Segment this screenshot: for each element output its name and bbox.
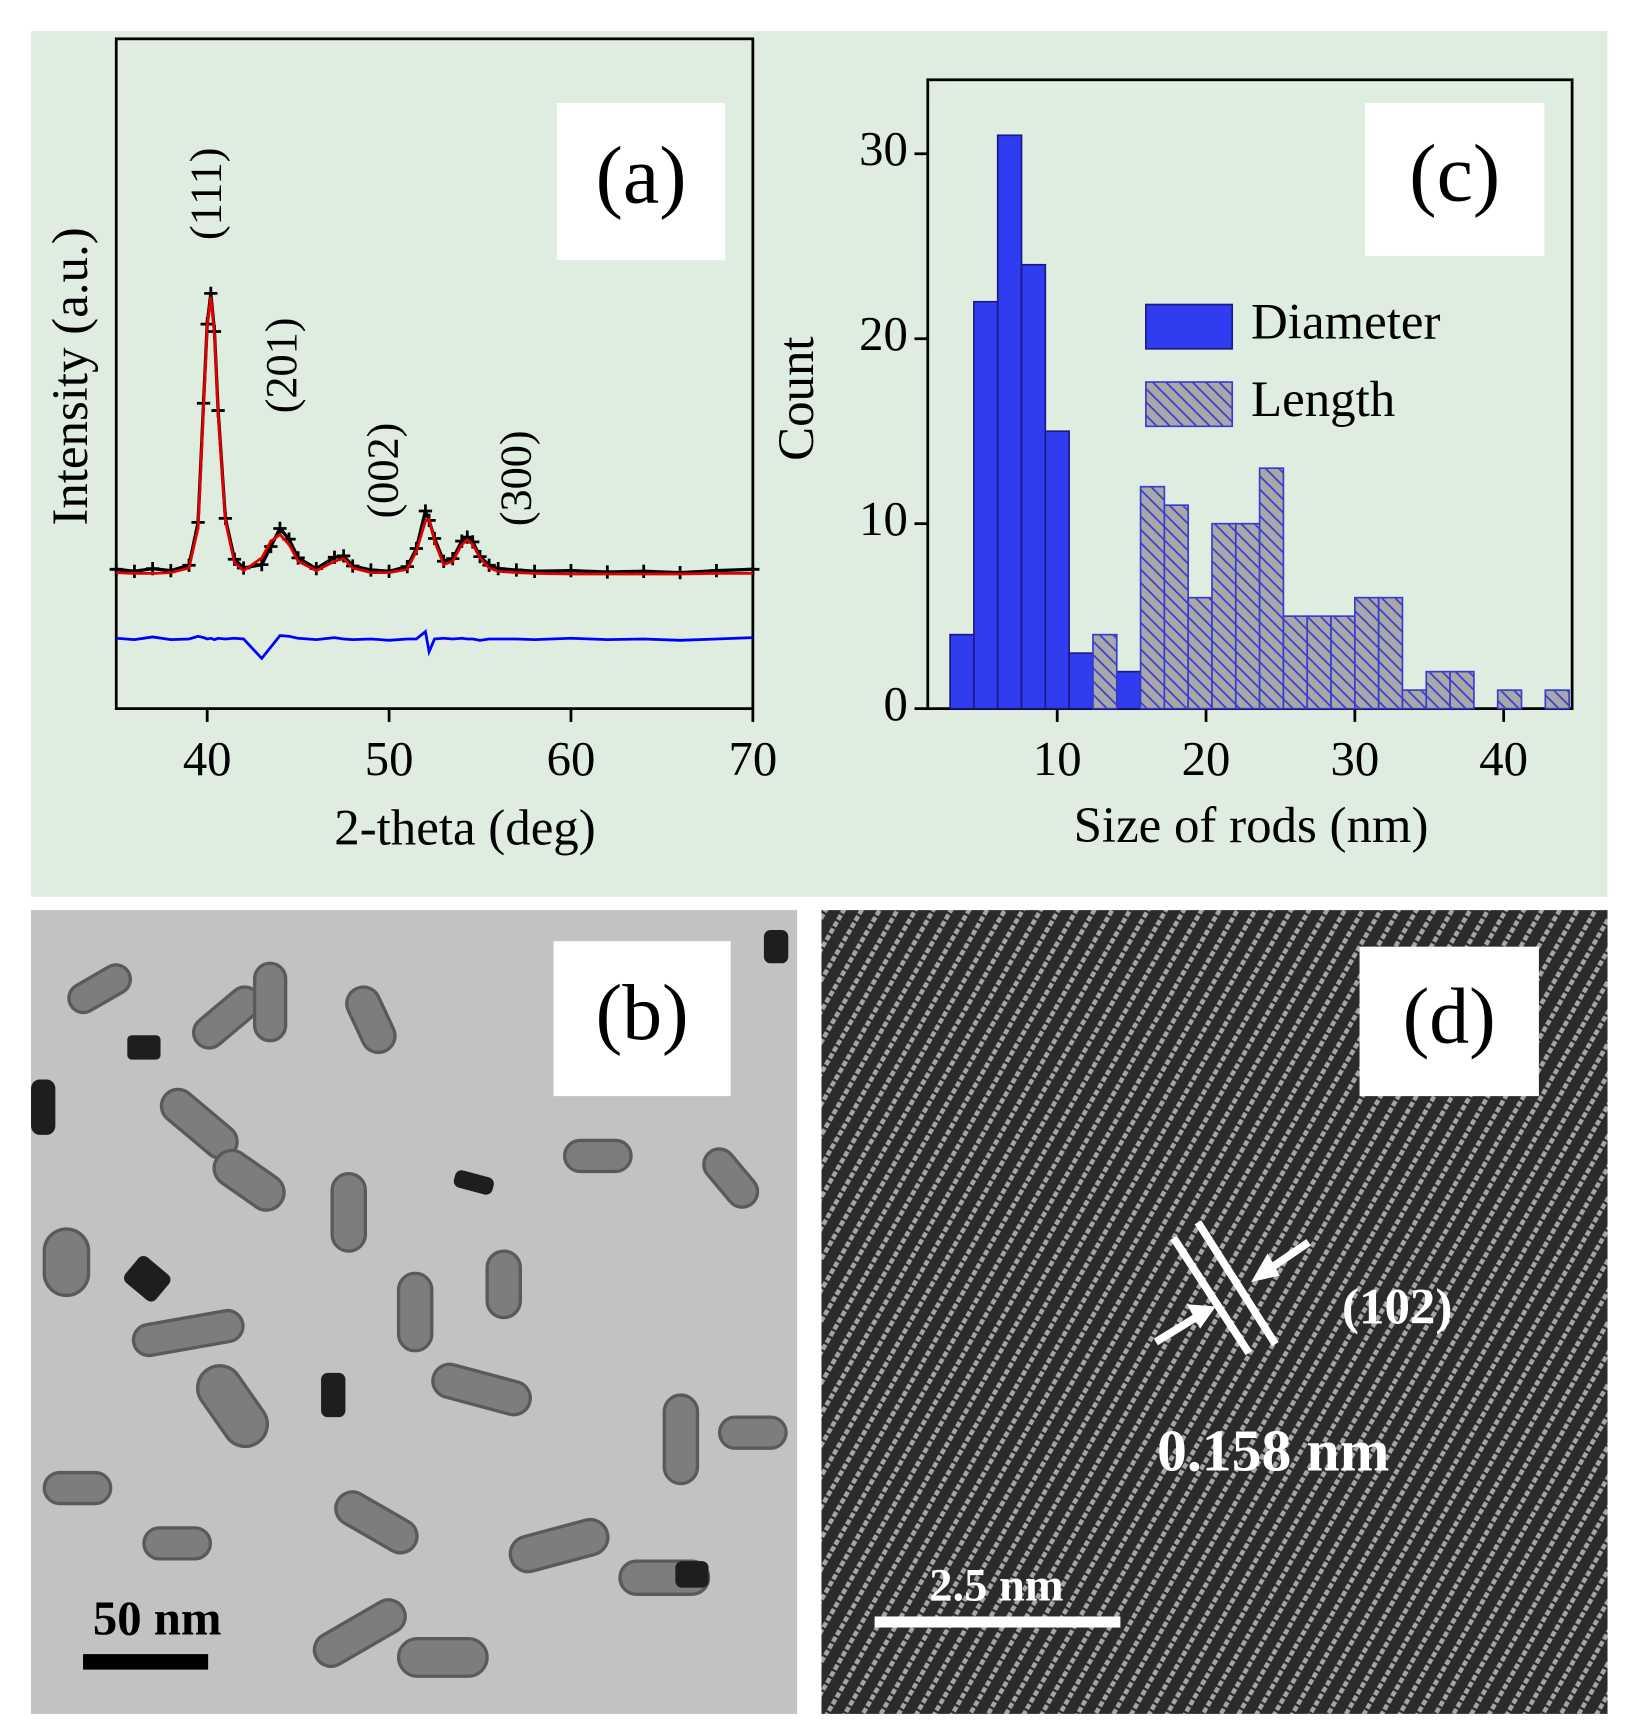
peak-label: (002) (359, 423, 408, 519)
y-tick-label: 0 (883, 677, 907, 731)
x-tick-label: 30 (1330, 732, 1379, 786)
data-point (527, 564, 542, 578)
legend-label: Length (1251, 372, 1395, 428)
x-axis-title: 2-theta (deg) (334, 800, 595, 856)
histogram-bar (1211, 522, 1237, 710)
histogram-bar (1115, 670, 1142, 710)
peak-label: (300) (492, 430, 541, 526)
legend-label: Diameter (1251, 294, 1440, 350)
histogram-bar (1068, 652, 1094, 710)
plane-label: (102) (1342, 1280, 1452, 1336)
y-tick-label: 30 (859, 122, 908, 176)
plot-frame (114, 37, 755, 711)
data-line (116, 629, 753, 661)
y-tick-label: 20 (859, 307, 908, 361)
spacing-label: 0.158 nm (1157, 1418, 1389, 1484)
histogram-bar (996, 134, 1023, 710)
histogram-bar (1306, 615, 1332, 710)
histogram-bar (973, 300, 999, 710)
top-panel-bg (30, 31, 1608, 897)
histogram-bar (1544, 689, 1570, 710)
panel-label: (b) (596, 969, 689, 1057)
y-axis-title: Count (769, 336, 825, 460)
data-point (600, 565, 614, 579)
histogram-bar (1425, 670, 1451, 710)
histogram-bar (1354, 596, 1380, 710)
data-point (346, 559, 360, 573)
histogram-bar (949, 633, 975, 710)
x-tick-label: 20 (1182, 732, 1231, 786)
tem-image (30, 910, 798, 1714)
legend-swatch (1145, 381, 1234, 428)
panel-label: (a) (596, 130, 687, 221)
x-tick-label: 50 (365, 732, 414, 786)
histogram-bar (1496, 689, 1523, 710)
peak-label: (201) (257, 317, 306, 413)
histogram-bar (1401, 689, 1428, 710)
histogram-bar (1377, 596, 1404, 710)
label-box (556, 103, 726, 261)
histogram-bar (1282, 615, 1309, 710)
x-tick-label: 70 (728, 732, 777, 786)
peak-label: (111) (182, 148, 231, 241)
x-tick-label: 60 (547, 732, 596, 786)
data-point (255, 557, 269, 572)
hrtem-image (821, 910, 1608, 1714)
histogram-bar (1163, 504, 1190, 710)
y-tick-label: 10 (859, 492, 908, 546)
data-point (637, 564, 651, 578)
y-axis-title: Intensity (a.u.) (43, 227, 99, 525)
x-tick-label: 40 (1479, 732, 1528, 786)
panel-label: (c) (1409, 127, 1500, 218)
histogram-bar (1187, 596, 1213, 710)
scale-bar-label: 2.5 nm (929, 1561, 1063, 1612)
histogram-bar (1258, 467, 1285, 710)
histogram-bar (1330, 615, 1356, 710)
data-point (364, 563, 378, 577)
histogram-bar (1020, 263, 1047, 710)
data-point (482, 558, 496, 572)
scale-bar-label: 50 nm (93, 1591, 222, 1645)
label-box (1365, 103, 1545, 256)
histogram-bar (1449, 670, 1475, 710)
histogram-bar (1234, 522, 1261, 710)
data-line (116, 296, 753, 576)
histogram-bar (1092, 633, 1118, 710)
x-axis-title: Size of rods (nm) (1074, 798, 1429, 854)
data-point (127, 564, 142, 578)
data-point (418, 504, 433, 518)
histogram-bar (1044, 430, 1070, 710)
x-tick-label: 10 (1033, 732, 1082, 786)
x-tick-label: 40 (183, 732, 232, 786)
histogram-bar (1139, 485, 1166, 710)
data-point (509, 563, 524, 577)
panel-label: (d) (1403, 972, 1496, 1060)
legend-swatch (1145, 303, 1234, 350)
data-point (709, 564, 724, 578)
